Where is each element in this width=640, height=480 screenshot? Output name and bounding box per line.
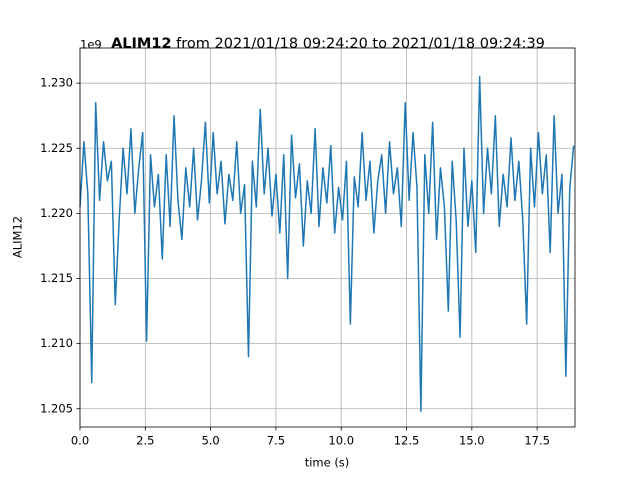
title-rest: from 2021/01/18 09:24:20 to 2021/01/18 0… — [176, 36, 545, 52]
y-tick-label: 1.230 — [40, 76, 73, 90]
grid — [79, 48, 575, 427]
x-tick-label: 12.5 — [394, 434, 420, 448]
x-tick-label: 17.5 — [524, 434, 550, 448]
axes-frame — [79, 47, 576, 428]
plot-area — [79, 75, 575, 413]
y-tick-label: 1.225 — [40, 141, 73, 155]
x-tick-label: 2.5 — [136, 434, 154, 448]
x-axis-label: time (s) — [305, 456, 350, 470]
x-tick-label: 10.0 — [328, 434, 354, 448]
x-tick-label: 5.0 — [201, 434, 219, 448]
y-tick-label: 1.210 — [40, 336, 73, 350]
x-tick-label: 7.5 — [267, 434, 285, 448]
x-tick-label: 15.0 — [459, 434, 485, 448]
x-tick-label: 0.0 — [71, 434, 89, 448]
y-offset-label: 1e9 — [80, 38, 102, 52]
ticks: 0.0 2.5 5.0 7.5 10.0 12.5 15.0 17.5 1.205 1.210 1.… — [40, 76, 550, 448]
y-axis-label: ALIM12 — [11, 216, 25, 258]
y-tick-label: 1.205 — [40, 401, 73, 415]
chart-title: ALIM12 from 2021/01/18 09:24:20 to 2021/… — [111, 36, 545, 52]
data-line — [79, 75, 575, 413]
y-tick-label: 1.220 — [40, 206, 73, 220]
y-tick-label: 1.215 — [40, 271, 73, 285]
title-bold: ALIM12 — [111, 36, 171, 52]
